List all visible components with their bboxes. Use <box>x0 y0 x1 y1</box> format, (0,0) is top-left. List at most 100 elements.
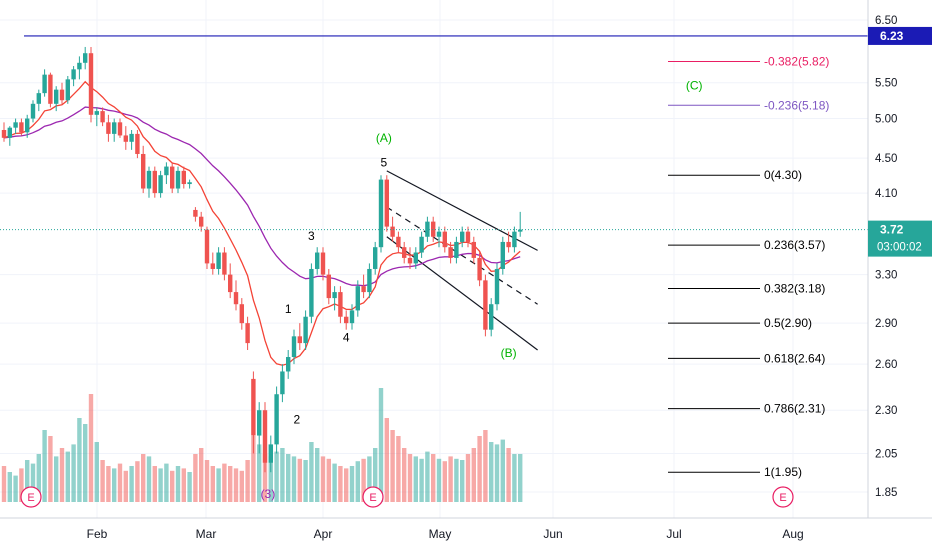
fib-label-6: 0.618(2.64) <box>764 351 825 365</box>
time-tick-1: Mar <box>196 527 217 541</box>
candle-body-24 <box>141 153 146 189</box>
volume-bar-46 <box>268 456 273 502</box>
candle-body-54 <box>315 252 320 269</box>
price-lines <box>0 35 868 231</box>
volume-bar-83 <box>483 430 488 502</box>
volume-bar-48 <box>280 448 285 502</box>
volume-bar-68 <box>396 436 401 502</box>
volume-bar-34 <box>199 448 204 502</box>
volume-bar-86 <box>500 439 505 502</box>
candle-body-57 <box>332 292 337 299</box>
volume-bar-44 <box>257 444 262 502</box>
fib-label-0: -0.382(5.82) <box>764 55 829 69</box>
volume-bar-29 <box>170 470 175 502</box>
candle-body-73 <box>425 221 430 237</box>
candle-body-74 <box>431 221 436 237</box>
fib-label-2: 0(4.30) <box>764 168 802 182</box>
volume-bar-41 <box>239 470 244 502</box>
candle-body-39 <box>228 274 233 293</box>
price-tick-1: 5.50 <box>875 78 897 90</box>
candle-body-15 <box>88 53 94 115</box>
candle-body-64 <box>373 247 378 269</box>
volume-bar-43 <box>251 436 256 502</box>
volume-bar-77 <box>448 456 453 502</box>
volume-bar-30 <box>175 466 181 502</box>
candle-body-61 <box>355 286 360 311</box>
volume-bar-13 <box>77 418 82 502</box>
volume-bar-22 <box>129 466 134 502</box>
price-tick-6: 2.90 <box>875 318 897 330</box>
price-tick-7: 2.60 <box>875 359 897 371</box>
earnings-marker-label-2: E <box>779 492 786 504</box>
volume-bar-7 <box>42 430 47 502</box>
volume-bars <box>1 388 523 502</box>
volume-bar-32 <box>187 472 192 502</box>
volume-bar-4 <box>25 460 30 502</box>
volume-bar-85 <box>494 444 500 502</box>
time-tick-2: Apr <box>314 527 333 541</box>
volume-bar-50 <box>291 456 297 502</box>
volume-bar-39 <box>228 466 233 502</box>
candle-body-87 <box>506 241 511 248</box>
volume-bar-16 <box>94 442 99 502</box>
volume-bar-88 <box>512 454 517 502</box>
volume-bar-78 <box>454 458 459 502</box>
volume-bar-57 <box>332 463 337 502</box>
fib-label-5: 0.5(2.90) <box>764 316 812 330</box>
volume-bar-63 <box>367 456 372 502</box>
volume-bar-66 <box>384 418 389 502</box>
volume-bar-36 <box>210 466 215 502</box>
candle-body-84 <box>489 304 494 330</box>
fibonacci-levels: -0.382(5.82) -0.236(5.18) 0(4.30) 0.236(3.5… <box>668 55 829 479</box>
candle-body-72 <box>419 236 424 253</box>
wave-label-8: (C) <box>686 79 703 93</box>
candle-body-58 <box>338 292 343 317</box>
candle-body-44 <box>257 410 262 436</box>
candle-body-7 <box>42 74 47 94</box>
candle-body-52 <box>303 316 308 344</box>
candle-body-77 <box>448 247 453 258</box>
wave-label-3: 1 <box>285 302 292 316</box>
volume-bar-51 <box>297 458 302 502</box>
volume-bar-10 <box>59 448 65 502</box>
volume-bar-73 <box>425 451 430 502</box>
volume-bar-71 <box>413 456 418 502</box>
candle-body-36 <box>210 263 215 269</box>
volume-bar-18 <box>106 466 111 502</box>
wave-label-6: (3) <box>261 487 276 501</box>
candle-body-30 <box>175 170 181 189</box>
candle-body-21 <box>123 135 128 142</box>
volume-bar-60 <box>349 466 355 502</box>
candle-body-46 <box>268 444 273 463</box>
candle-body-75 <box>436 231 442 237</box>
candle-body-43 <box>251 378 256 436</box>
last-price-label: 3.72 <box>880 223 904 237</box>
candle-body-26 <box>152 170 157 194</box>
candle-body-16 <box>94 111 99 115</box>
wave-label-4: 4 <box>343 331 350 345</box>
volume-bar-87 <box>506 448 511 502</box>
candle-body-59 <box>344 316 349 324</box>
volume-bar-80 <box>465 454 471 502</box>
resistance-price-label: 6.23 <box>880 29 904 43</box>
candle-body-1 <box>7 127 12 138</box>
candle-body-71 <box>413 252 418 264</box>
volume-bar-19 <box>112 468 117 502</box>
earnings-marker-1 <box>362 486 384 508</box>
volume-bar-53 <box>309 442 314 502</box>
wave-label-0: (A) <box>376 131 392 145</box>
volume-bar-76 <box>442 461 447 502</box>
volume-bar-27 <box>158 468 163 502</box>
wave-label-7: (B) <box>501 346 517 360</box>
volume-bar-1 <box>7 472 12 502</box>
candle-body-69 <box>402 247 407 258</box>
price-axis[interactable]: 6.50 5.50 5.00 4.50 4.10 3.30 2.90 2.60 2.30 2.05… <box>867 0 932 518</box>
candle-body-3 <box>19 122 24 133</box>
price-tick-0: 6.50 <box>875 15 897 27</box>
candle-body-65 <box>378 179 384 248</box>
volume-bar-47 <box>274 451 279 502</box>
candle-body-6 <box>36 93 41 104</box>
earnings-marker-label-1: E <box>369 492 376 504</box>
time-axis[interactable]: Feb Mar Apr May Jun Jul Aug <box>0 517 932 541</box>
